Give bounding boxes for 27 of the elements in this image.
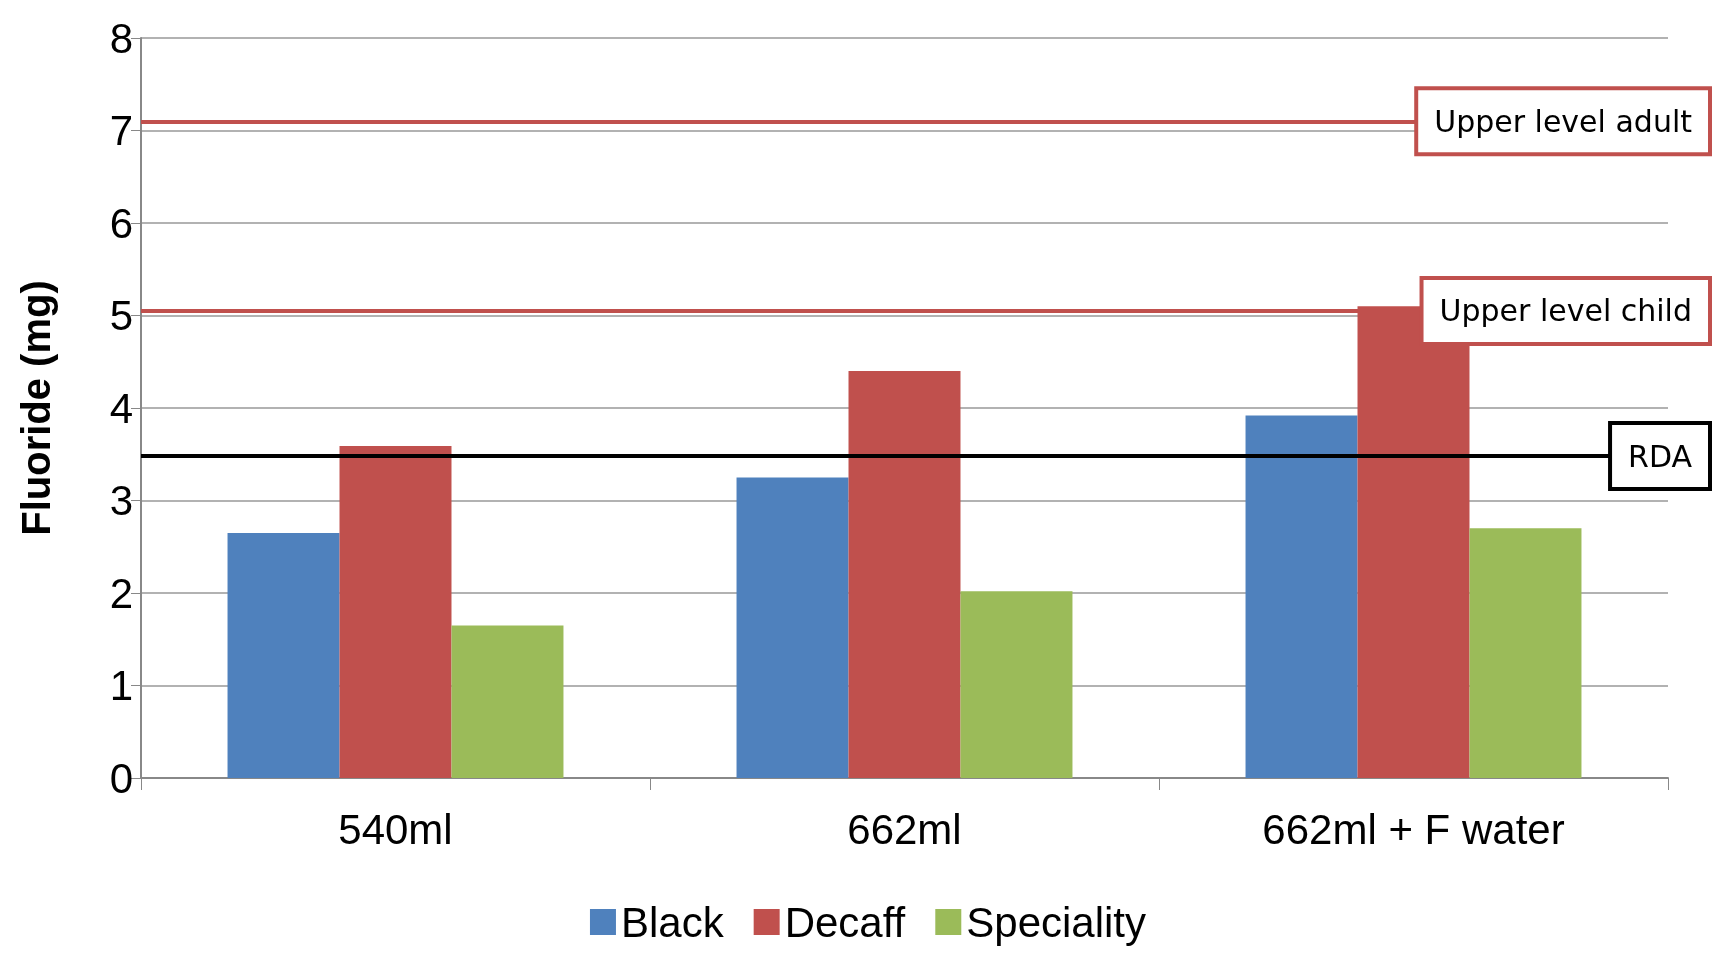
y-tick-label: 6 xyxy=(109,199,133,247)
y-tick-label: 3 xyxy=(109,477,133,524)
bar xyxy=(736,477,849,778)
bar xyxy=(227,532,340,778)
bar xyxy=(451,625,564,778)
y-tick-label: 8 xyxy=(109,14,133,62)
y-tick-label: 5 xyxy=(109,292,133,339)
legend-label: Decaff xyxy=(784,898,906,946)
y-tick-label: 7 xyxy=(109,107,133,154)
y-tick-label: 4 xyxy=(109,384,133,432)
x-tick-label: 662ml xyxy=(847,805,962,853)
y-tick-label: 0 xyxy=(109,754,133,802)
ref-line-label: Upper level child xyxy=(1439,293,1692,329)
ref-line-label: RDA xyxy=(1628,438,1693,474)
y-tick-label: 2 xyxy=(109,569,133,617)
bar xyxy=(339,445,452,778)
x-tick-label: 662ml + F water xyxy=(1262,805,1565,853)
bar xyxy=(960,591,1073,778)
y-axis-title: Fluoride (mg) xyxy=(14,280,58,536)
bar xyxy=(1245,415,1358,778)
ref-line-label: Upper level adult xyxy=(1434,103,1693,139)
legend-label: Black xyxy=(620,898,725,946)
bar xyxy=(1469,528,1582,778)
legend-label: Speciality xyxy=(966,898,1147,946)
bar xyxy=(848,371,961,778)
y-tick-label: 1 xyxy=(109,662,133,709)
x-tick-label: 540ml xyxy=(338,805,453,853)
